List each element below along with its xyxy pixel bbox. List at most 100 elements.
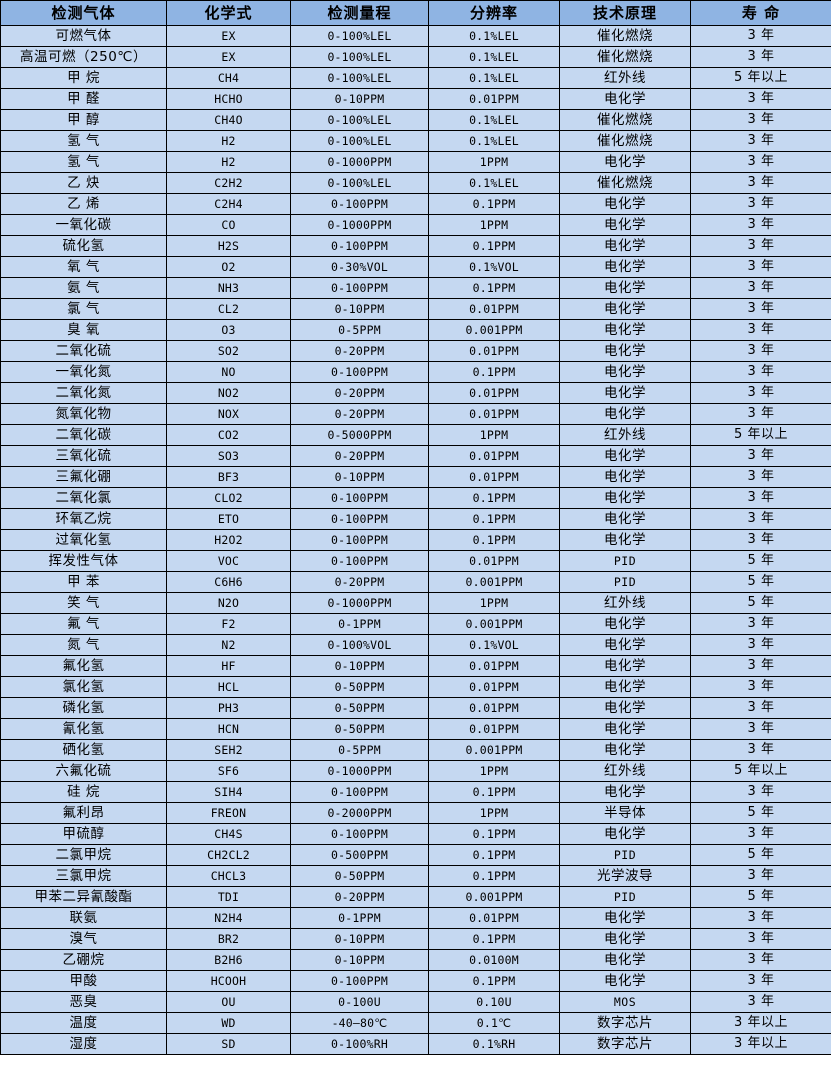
cell-formula: EX (166, 25, 291, 47)
cell-resolution: 0.1%LEL (428, 130, 560, 152)
table-row: 氯化氢 HCL 0-50PPM 0.01PPM 电化学 3 年 (0, 676, 831, 698)
cell-formula: H2 (166, 130, 291, 152)
cell-range: 0-100PPM (290, 550, 429, 572)
cell-range: 0-100PPM (290, 781, 429, 803)
cell-resolution: 0.01PPM (428, 403, 560, 425)
table-row: 甲苯二异氰酸酯 TDI 0-20PPM 0.001PPM PID 5 年 (0, 886, 831, 908)
cell-principle: 催化燃烧 (559, 25, 691, 47)
cell-resolution: 0.1℃ (428, 1012, 560, 1034)
table-row: 磷化氢 PH3 0-50PPM 0.01PPM 电化学 3 年 (0, 697, 831, 719)
cell-range: 0-10PPM (290, 928, 429, 950)
cell-life: 5 年以上 (690, 67, 831, 89)
cell-gas: 甲 醛 (0, 88, 167, 110)
cell-life: 3 年 (690, 508, 831, 530)
cell-life: 3 年 (690, 613, 831, 635)
table-row: 三氯甲烷 CHCL3 0-50PPM 0.1PPM 光学波导 3 年 (0, 865, 831, 887)
table-header: 检测气体 化学式 检测量程 分辨率 技术原理 寿 命 (0, 0, 831, 26)
cell-principle: 电化学 (559, 781, 691, 803)
cell-life: 3 年 (690, 991, 831, 1013)
cell-principle: 催化燃烧 (559, 46, 691, 68)
cell-resolution: 0.1%RH (428, 1033, 560, 1055)
cell-formula: O2 (166, 256, 291, 278)
cell-principle: 电化学 (559, 151, 691, 173)
cell-resolution: 0.01PPM (428, 382, 560, 404)
cell-life: 3 年 (690, 823, 831, 845)
cell-principle: 电化学 (559, 655, 691, 677)
cell-resolution: 0.1PPM (428, 193, 560, 215)
table-row: 氢 气 H2 0-1000PPM 1PPM 电化学 3 年 (0, 151, 831, 173)
cell-resolution: 0.1PPM (428, 928, 560, 950)
cell-gas: 过氧化氢 (0, 529, 167, 551)
cell-principle: 催化燃烧 (559, 172, 691, 194)
table-row: 三氧化硫 SO3 0-20PPM 0.01PPM 电化学 3 年 (0, 445, 831, 467)
cell-principle: 催化燃烧 (559, 130, 691, 152)
cell-gas: 硫化氢 (0, 235, 167, 257)
cell-life: 5 年以上 (690, 760, 831, 782)
cell-resolution: 1PPM (428, 424, 560, 446)
cell-life: 5 年 (690, 886, 831, 908)
cell-gas: 笑 气 (0, 592, 167, 614)
cell-range: 0-100PPM (290, 487, 429, 509)
cell-range: 0-100PPM (290, 235, 429, 257)
cell-resolution: 1PPM (428, 802, 560, 824)
cell-formula: NH3 (166, 277, 291, 299)
cell-life: 3 年 (690, 928, 831, 950)
cell-formula: B2H6 (166, 949, 291, 971)
cell-resolution: 0.1PPM (428, 487, 560, 509)
table-row: 乙 炔 C2H2 0-100%LEL 0.1%LEL 催化燃烧 3 年 (0, 172, 831, 194)
cell-gas: 氯 气 (0, 298, 167, 320)
cell-life: 3 年 (690, 970, 831, 992)
cell-gas: 乙硼烷 (0, 949, 167, 971)
cell-resolution: 1PPM (428, 214, 560, 236)
cell-principle: 电化学 (559, 739, 691, 761)
cell-principle: 红外线 (559, 592, 691, 614)
table-row: 乙硼烷 B2H6 0-10PPM 0.0100M 电化学 3 年 (0, 949, 831, 971)
cell-formula: VOC (166, 550, 291, 572)
cell-life: 3 年 (690, 109, 831, 131)
table-row: 甲 醇 CH4O 0-100%LEL 0.1%LEL 催化燃烧 3 年 (0, 109, 831, 131)
cell-resolution: 0.1%VOL (428, 634, 560, 656)
cell-gas: 一氧化碳 (0, 214, 167, 236)
cell-formula: C6H6 (166, 571, 291, 593)
cell-resolution: 0.1%LEL (428, 172, 560, 194)
table-row: 二氧化氮 NO2 0-20PPM 0.01PPM 电化学 3 年 (0, 382, 831, 404)
table-row: 氰化氢 HCN 0-50PPM 0.01PPM 电化学 3 年 (0, 718, 831, 740)
table-row: 挥发性气体 VOC 0-100PPM 0.01PPM PID 5 年 (0, 550, 831, 572)
cell-formula: N2 (166, 634, 291, 656)
cell-resolution: 0.1PPM (428, 508, 560, 530)
cell-life: 3 年 (690, 88, 831, 110)
cell-range: 0-1000PPM (290, 760, 429, 782)
cell-resolution: 0.1%LEL (428, 25, 560, 47)
cell-resolution: 0.01PPM (428, 697, 560, 719)
table-row: 硫化氢 H2S 0-100PPM 0.1PPM 电化学 3 年 (0, 235, 831, 257)
table-row: 氮氧化物 NOX 0-20PPM 0.01PPM 电化学 3 年 (0, 403, 831, 425)
cell-principle: 红外线 (559, 424, 691, 446)
cell-resolution: 0.01PPM (428, 340, 560, 362)
cell-formula: HCL (166, 676, 291, 698)
cell-life: 5 年 (690, 550, 831, 572)
cell-range: 0-100%LEL (290, 67, 429, 89)
cell-gas: 环氧乙烷 (0, 508, 167, 530)
cell-formula: ETO (166, 508, 291, 530)
cell-formula: H2O2 (166, 529, 291, 551)
cell-gas: 二氧化硫 (0, 340, 167, 362)
cell-range: 0-100PPM (290, 361, 429, 383)
table-row: 二氧化硫 SO2 0-20PPM 0.01PPM 电化学 3 年 (0, 340, 831, 362)
column-header-range: 检测量程 (290, 0, 429, 26)
cell-gas: 溴气 (0, 928, 167, 950)
cell-gas: 联氨 (0, 907, 167, 929)
cell-formula: TDI (166, 886, 291, 908)
cell-gas: 甲硫醇 (0, 823, 167, 845)
cell-life: 3 年 (690, 46, 831, 68)
column-header-formula: 化学式 (166, 0, 291, 26)
cell-resolution: 0.1PPM (428, 844, 560, 866)
table-row: 三氟化硼 BF3 0-10PPM 0.01PPM 电化学 3 年 (0, 466, 831, 488)
cell-life: 3 年 (690, 634, 831, 656)
table-row: 甲硫醇 CH4S 0-100PPM 0.1PPM 电化学 3 年 (0, 823, 831, 845)
cell-gas: 硒化氢 (0, 739, 167, 761)
cell-resolution: 0.01PPM (428, 466, 560, 488)
cell-principle: 电化学 (559, 613, 691, 635)
column-header-life: 寿 命 (690, 0, 831, 26)
cell-principle: 电化学 (559, 529, 691, 551)
